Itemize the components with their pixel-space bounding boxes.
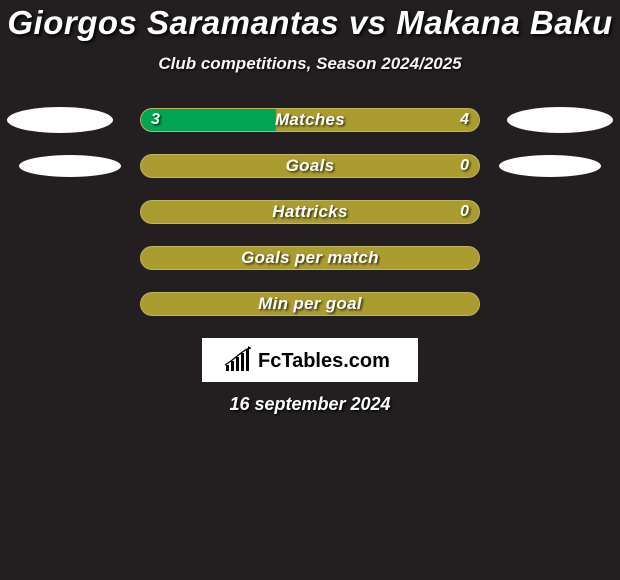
- player-left-ellipse: [19, 155, 121, 177]
- brand-text: FcTables.com: [258, 350, 390, 372]
- stat-row: Min per goal: [0, 292, 620, 316]
- stat-bar: Min per goal: [140, 292, 480, 316]
- stat-label: Goals per match: [141, 248, 479, 268]
- page-subtitle: Club competitions, Season 2024/2025: [0, 54, 620, 74]
- stat-value-right: 0: [460, 157, 469, 175]
- stat-label: Matches: [141, 110, 479, 130]
- stat-rows: Matches34Goals0Hattricks0Goals per match…: [0, 108, 620, 316]
- page-title: Giorgos Saramantas vs Makana Baku: [0, 4, 620, 42]
- date-text: 16 september 2024: [0, 394, 620, 415]
- stat-row: Goals per match: [0, 246, 620, 270]
- stat-row: Matches3 4: [0, 108, 620, 132]
- brand-logo-box: FcTables.com: [202, 338, 418, 382]
- stat-bar: Goals0: [140, 154, 480, 178]
- stat-label: Goals: [141, 156, 479, 176]
- stat-value-right: 0: [460, 203, 469, 221]
- fctables-logo-icon: FcTables.com: [220, 345, 400, 375]
- player-right-ellipse: [507, 107, 613, 133]
- stat-bar: Hattricks0: [140, 200, 480, 224]
- stat-bar: Goals per match: [140, 246, 480, 270]
- stat-label: Hattricks: [141, 202, 479, 222]
- stat-row: Goals0: [0, 154, 620, 178]
- stat-row: Hattricks0: [0, 200, 620, 224]
- chart-container: Giorgos Saramantas vs Makana Baku Club c…: [0, 0, 620, 415]
- stat-value-left: 3: [151, 111, 160, 129]
- stat-bar: Matches3 4: [140, 108, 480, 132]
- stat-value-right: 4: [460, 111, 469, 129]
- stat-label: Min per goal: [141, 294, 479, 314]
- player-left-ellipse: [7, 107, 113, 133]
- player-right-ellipse: [499, 155, 601, 177]
